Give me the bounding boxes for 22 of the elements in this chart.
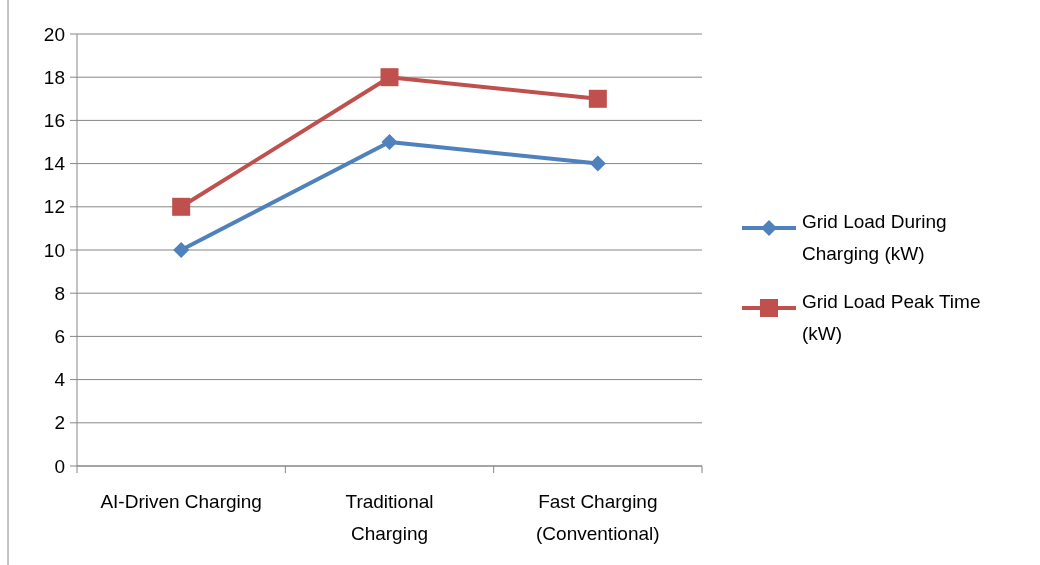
point (381, 134, 398, 150)
point (380, 68, 399, 87)
y-tick-label: 2 (54, 412, 65, 434)
y-tick-label: 14 (43, 153, 66, 175)
legend-label: Grid Load During Charging (kW) (802, 211, 947, 264)
y-tick-label: 10 (43, 239, 65, 261)
x-tick-label: Traditional Charging (345, 491, 434, 544)
y-tick-label: 4 (54, 369, 66, 391)
y-tick-label: 6 (54, 326, 65, 348)
point (589, 155, 606, 172)
legend-label: Grid Load Peak Time (kW) (802, 291, 981, 344)
y-tick-label: 18 (43, 66, 65, 88)
x-tick-label: Fast Charging (Conventional) (536, 491, 660, 544)
y-tick-label: 20 (43, 23, 65, 45)
point (173, 242, 190, 258)
y-tick-label: 16 (43, 110, 65, 132)
point (588, 89, 607, 108)
y-tick-label: 8 (54, 282, 65, 304)
y-tick-label: 12 (43, 196, 65, 218)
x-tick-label: AI-Driven Charging (100, 491, 262, 512)
point (172, 197, 191, 216)
y-tick-label: 0 (54, 455, 65, 477)
